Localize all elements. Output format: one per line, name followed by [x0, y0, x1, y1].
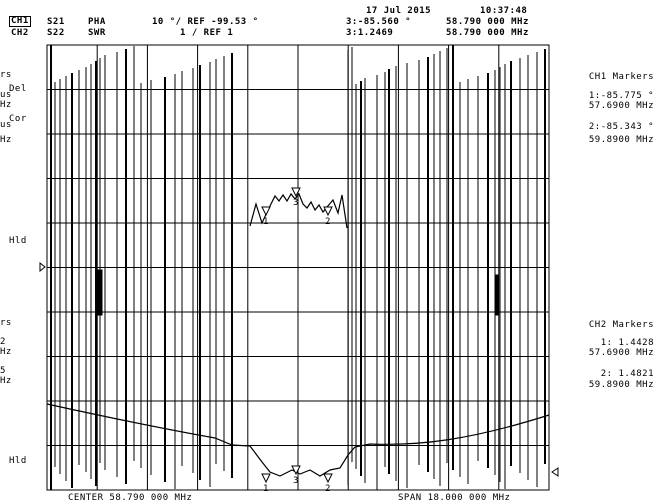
ch2-marker-2-label: 2 — [325, 484, 330, 494]
phase-trace-block — [494, 274, 499, 316]
ch2-marker2-freq: 59.8900 MHz — [588, 380, 654, 390]
ch1-marker-3-label: 3 — [293, 198, 298, 208]
ch1-marker2-value: 2:-85.343 ° — [588, 122, 654, 132]
ch1-scale: 10 °/ REF -99.53 ° — [152, 17, 259, 27]
span-frequency: SPAN 18.000 000 MHz — [398, 493, 511, 503]
ch1-marker-3-triangle — [291, 187, 301, 198]
ch1-param: S21 — [47, 17, 65, 27]
ch2-format: SWR — [88, 28, 106, 38]
ch2-scale: 1 / REF 1 — [180, 28, 234, 38]
ch1-marker-1-triangle — [261, 206, 271, 217]
ch2-button[interactable]: CH2 — [11, 28, 29, 38]
ch1-passband-trace — [249, 192, 348, 229]
ch2-marker-2-triangle — [323, 473, 333, 484]
ref-pointer-right — [551, 467, 559, 477]
ch1-marker2-freq: 59.8900 MHz — [588, 135, 654, 145]
left-label-12[interactable]: Hz — [0, 376, 12, 386]
left-label-5[interactable]: us — [0, 120, 12, 130]
ch2-marker-1-label: 1 — [263, 484, 268, 494]
left-label-7[interactable]: Hz — [0, 135, 12, 145]
ch1-marker-1-label: 1 — [263, 217, 268, 227]
ch2-marker-3-label: 3 — [293, 476, 298, 486]
graticule — [39, 44, 559, 491]
ch2-marker-3-triangle — [291, 465, 301, 476]
ch1-marker-readout: 3:-85.560 ° — [346, 17, 412, 27]
date-readout: 17 Jul 2015 — [366, 6, 432, 16]
ch1-button[interactable]: CH1 — [9, 16, 31, 27]
ch2-marker2-value: 2: 1.4821 — [600, 369, 654, 379]
left-label-1[interactable]: rs — [0, 70, 12, 80]
left-label-3[interactable]: Del — [9, 84, 27, 94]
left-label-8[interactable]: rs — [0, 318, 12, 328]
left-label-6[interactable]: Cor — [9, 114, 27, 124]
ch1-marker-freq: 58.790 000 MHz — [446, 17, 529, 27]
ref-pointer — [39, 261, 46, 273]
phase-trace-block — [97, 269, 103, 316]
left-label-4[interactable]: Hz — [0, 100, 12, 110]
left-label-10[interactable]: Hz — [0, 347, 12, 357]
traces — [46, 45, 550, 490]
trace-markers: 1 3 2 1 3 2 — [261, 187, 333, 494]
ch2-marker1-value: 1: 1.4428 — [600, 338, 654, 348]
ch1-marker-2-label: 2 — [325, 217, 330, 227]
ch1-format: PHA — [88, 17, 106, 27]
ch2-marker-freq: 58.790 000 MHz — [446, 28, 529, 38]
center-frequency: CENTER 58.790 000 MHz — [68, 493, 193, 503]
ch2-param: S22 — [47, 28, 65, 38]
left-label-9[interactable]: 2 — [0, 337, 6, 347]
ch1-markers-title: CH1 Markers — [588, 72, 654, 82]
left-label-hld-top[interactable]: Hld — [9, 236, 27, 246]
ch1-marker1-value: 1:-85.775 ° — [588, 91, 654, 101]
left-label-hld-bottom[interactable]: Hld — [9, 456, 27, 466]
left-label-11[interactable]: 5 — [0, 366, 6, 376]
ch2-marker1-freq: 57.6900 MHz — [588, 348, 654, 358]
left-label-2[interactable]: us — [0, 90, 12, 100]
ch1-marker-2-triangle — [323, 206, 333, 217]
time-readout: 10:37:48 — [480, 6, 528, 16]
ch1-marker1-freq: 57.6900 MHz — [588, 101, 654, 111]
ch2-markers-title: CH2 Markers — [588, 320, 654, 330]
ch2-swr-trace — [46, 403, 550, 477]
ch2-marker-readout: 3:1.2469 — [346, 28, 394, 38]
ch2-marker-1-triangle — [261, 473, 271, 484]
